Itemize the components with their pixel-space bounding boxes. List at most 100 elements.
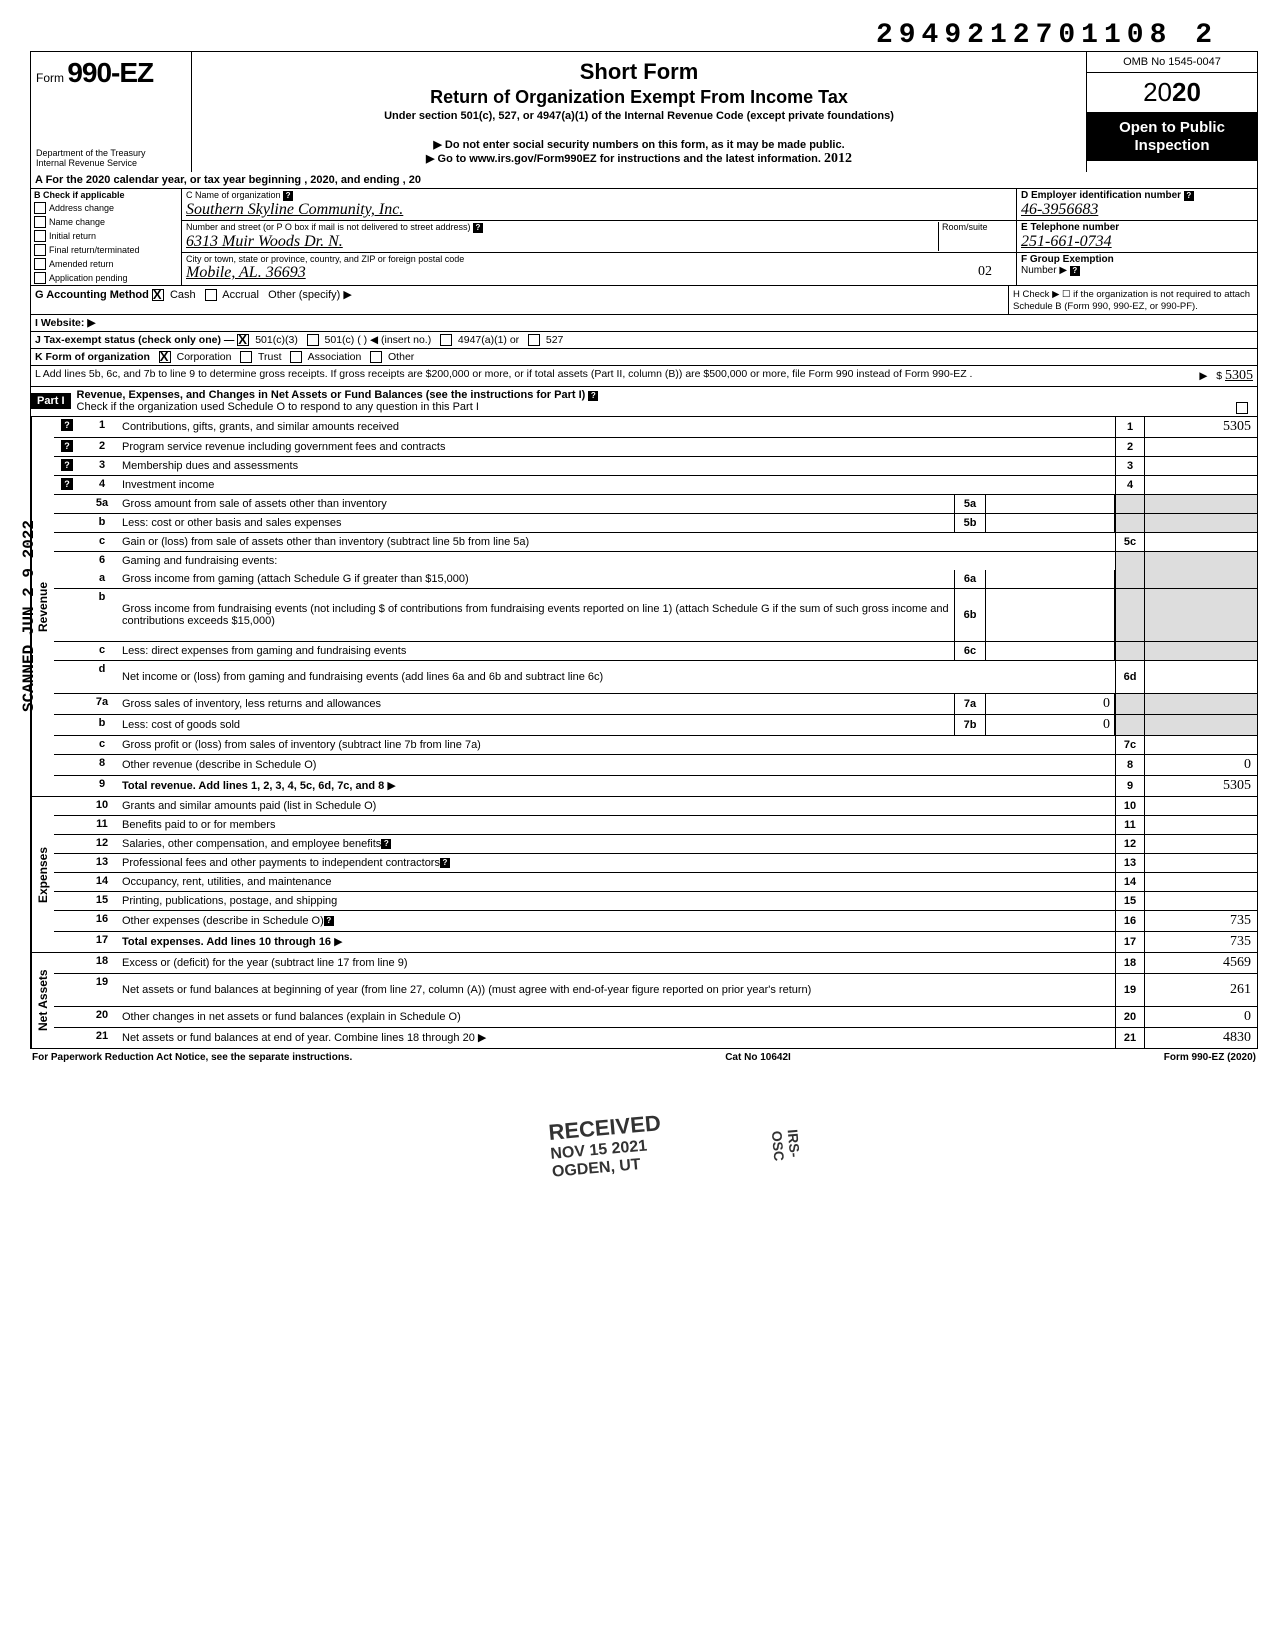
- l9-desc: Total revenue. Add lines 1, 2, 3, 4, 5c,…: [122, 780, 384, 792]
- title-short-form: Short Form: [202, 59, 1076, 85]
- l6-desc: Gaming and fundraising events:: [122, 555, 277, 567]
- b-name-change[interactable]: Name change: [31, 215, 181, 229]
- l19-desc: Net assets or fund balances at beginning…: [122, 984, 811, 996]
- org-name: Southern Skyline Community, Inc.: [186, 201, 403, 218]
- irs-osc-stamp: IRS-OSC: [769, 1129, 804, 1162]
- j-501c3-checkbox[interactable]: [237, 334, 249, 346]
- j-4947-label: 4947(a)(1) or: [458, 334, 519, 346]
- part-i-title: Revenue, Expenses, and Changes in Net As…: [77, 389, 586, 401]
- help-icon[interactable]: ?: [1184, 191, 1194, 201]
- b-address-change[interactable]: Address change: [31, 201, 181, 215]
- revenue-label: Revenue: [31, 417, 54, 796]
- year-bold: 20: [1172, 77, 1201, 107]
- c-label: C Name of organization: [186, 190, 281, 200]
- l18-val: 4569: [1145, 953, 1257, 973]
- b-label: B Check if applicable: [31, 189, 181, 201]
- expenses-table: Expenses 10Grants and similar amounts pa…: [30, 797, 1258, 953]
- year-prefix: 20: [1143, 77, 1172, 107]
- g-accrual-label: Accrual: [222, 289, 259, 301]
- l2-desc: Program service revenue including govern…: [122, 441, 445, 453]
- k-other-label: Other: [388, 351, 414, 363]
- revenue-table: Revenue ?1Contributions, gifts, grants, …: [30, 417, 1258, 797]
- help-icon[interactable]: ?: [324, 916, 334, 926]
- help-icon[interactable]: ?: [381, 839, 391, 849]
- help-icon[interactable]: ?: [588, 391, 598, 401]
- g-other-label: Other (specify) ▶: [268, 289, 352, 301]
- l10-desc: Grants and similar amounts paid (list in…: [122, 800, 376, 812]
- header-barcode-number: 2949212701108 2: [30, 20, 1258, 51]
- l8-desc: Other revenue (describe in Schedule O): [122, 759, 316, 771]
- k-corp-checkbox[interactable]: [159, 351, 171, 363]
- footer-cat: Cat No 10642I: [725, 1052, 791, 1063]
- row-j: J Tax-exempt status (check only one) — 5…: [30, 332, 1258, 349]
- stamp-02: 02: [978, 264, 992, 280]
- l-amount: 5305: [1225, 368, 1253, 383]
- k-trust-checkbox[interactable]: [240, 351, 252, 363]
- l12-desc: Salaries, other compensation, and employ…: [122, 838, 381, 850]
- j-527-label: 527: [546, 334, 564, 346]
- expenses-label: Expenses: [31, 797, 54, 952]
- netassets-table: Net Assets 18Excess or (deficit) for the…: [30, 953, 1258, 1049]
- l6c-desc: Less: direct expenses from gaming and fu…: [122, 645, 406, 657]
- part-i-header: Part I Revenue, Expenses, and Changes in…: [30, 387, 1258, 416]
- g-cash-checkbox[interactable]: [152, 289, 164, 301]
- form-label: Form: [36, 71, 64, 85]
- room-label: Room/suite: [942, 222, 988, 232]
- k-other-checkbox[interactable]: [370, 351, 382, 363]
- handwritten-year: 2012: [824, 151, 852, 166]
- b-initial-return[interactable]: Initial return: [31, 229, 181, 243]
- header-grid: B Check if applicable Address change Nam…: [30, 189, 1258, 286]
- received-text: RECEIVED: [548, 1110, 662, 1146]
- part-i-checkbox[interactable]: [1236, 402, 1248, 414]
- l7a-val: 0: [986, 694, 1115, 714]
- g-accrual-checkbox[interactable]: [205, 289, 217, 301]
- b-pending[interactable]: Application pending: [31, 271, 181, 285]
- received-stamp: RECEIVED NOV 15 2021 OGDEN, UT: [548, 1110, 665, 1182]
- warning-url: ▶ Go to www.irs.gov/Form990EZ for instru…: [202, 151, 1076, 167]
- j-4947-checkbox[interactable]: [440, 334, 452, 346]
- l13-desc: Professional fees and other payments to …: [122, 857, 440, 869]
- form-header: Form 990-EZ Department of the Treasury I…: [30, 51, 1258, 172]
- omb-number: OMB No 1545-0047: [1087, 52, 1257, 73]
- ein: 46-3956683: [1021, 201, 1098, 218]
- received-date: NOV 15 2021: [550, 1136, 664, 1164]
- b-final-return[interactable]: Final return/terminated: [31, 243, 181, 257]
- received-loc: OGDEN, UT: [551, 1154, 665, 1182]
- l8-val: 0: [1145, 755, 1257, 775]
- l1-val: 5305: [1145, 417, 1257, 437]
- k-assoc-checkbox[interactable]: [290, 351, 302, 363]
- line-a: A For the 2020 calendar year, or tax yea…: [30, 172, 1258, 189]
- phone: 251-661-0734: [1021, 233, 1112, 250]
- form-number: Form 990-EZ: [36, 57, 186, 89]
- l6a-desc: Gross income from gaming (attach Schedul…: [122, 573, 469, 585]
- l11-desc: Benefits paid to or for members: [122, 819, 275, 831]
- line-a-text: A For the 2020 calendar year, or tax yea…: [35, 174, 421, 186]
- j-501c-checkbox[interactable]: [307, 334, 319, 346]
- j-527-checkbox[interactable]: [528, 334, 540, 346]
- l1-desc: Contributions, gifts, grants, and simila…: [122, 421, 399, 433]
- k-corp-label: Corporation: [177, 351, 232, 363]
- k-label: K Form of organization: [35, 351, 150, 363]
- help-icon[interactable]: ?: [440, 858, 450, 868]
- l5a-desc: Gross amount from sale of assets other t…: [122, 498, 387, 510]
- l19-val: 261: [1145, 974, 1257, 1006]
- e-label: E Telephone number: [1021, 222, 1119, 233]
- l-text: L Add lines 5b, 6c, and 7b to line 9 to …: [35, 368, 972, 380]
- org-address: 6313 Muir Woods Dr. N.: [186, 233, 343, 250]
- l18-desc: Excess or (deficit) for the year (subtra…: [122, 957, 408, 969]
- help-icon[interactable]: ?: [283, 191, 293, 201]
- help-icon[interactable]: ?: [1070, 266, 1080, 276]
- l7c-desc: Gross profit or (loss) from sales of inv…: [122, 739, 481, 751]
- row-i: I Website: ▶: [30, 315, 1258, 332]
- d-label: D Employer identification number: [1021, 190, 1181, 201]
- l7a-desc: Gross sales of inventory, less returns a…: [122, 698, 381, 710]
- org-city: Mobile, AL. 36693: [186, 264, 306, 281]
- col-def: D Employer identification number ? 46-39…: [1017, 189, 1257, 285]
- b-amended[interactable]: Amended return: [31, 257, 181, 271]
- tax-year: 2020: [1087, 73, 1257, 113]
- l3-desc: Membership dues and assessments: [122, 460, 298, 472]
- open-to-public: Open to Public Inspection: [1087, 113, 1257, 161]
- help-icon[interactable]: ?: [473, 223, 483, 233]
- f-label: F Group Exemption: [1021, 254, 1114, 265]
- col-b: B Check if applicable Address change Nam…: [31, 189, 182, 285]
